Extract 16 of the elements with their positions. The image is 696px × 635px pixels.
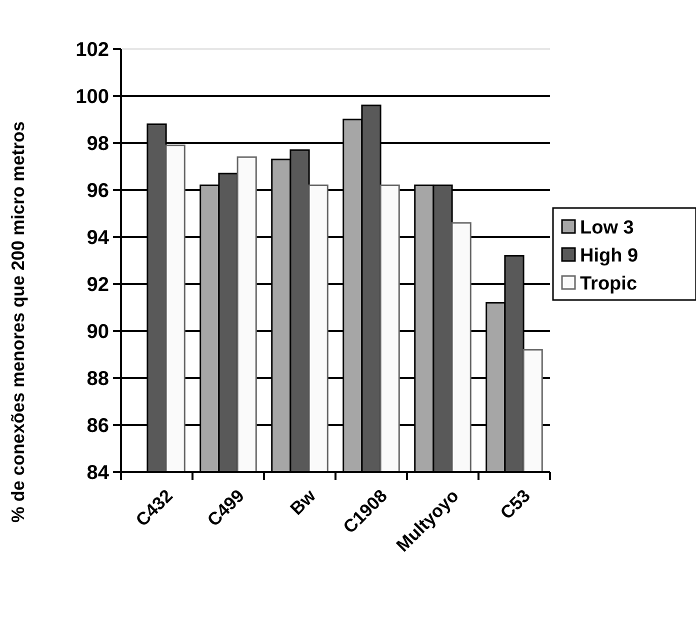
y-tick-label: 92 xyxy=(86,274,109,296)
y-tick-label: 96 xyxy=(86,180,109,202)
legend-label: Tropic xyxy=(580,274,638,295)
y-tick-label: 100 xyxy=(76,86,109,108)
y-tick-label: 102 xyxy=(76,39,109,61)
y-tick-label: 98 xyxy=(86,133,109,155)
y-tick-label: 88 xyxy=(86,368,109,390)
y-tick-label: 86 xyxy=(86,415,109,437)
y-tick-label: 90 xyxy=(86,321,109,343)
legend-label: High 9 xyxy=(580,246,638,267)
y-tick-label: 94 xyxy=(86,227,110,249)
x-tick-label: C53 xyxy=(496,486,534,524)
y-tick-label: 84 xyxy=(86,462,110,484)
legend-label: Low 3 xyxy=(580,218,634,239)
y-axis-title: % de conexões menores que 200 micro metros xyxy=(8,121,28,523)
x-tick-label: Bw xyxy=(286,484,320,519)
